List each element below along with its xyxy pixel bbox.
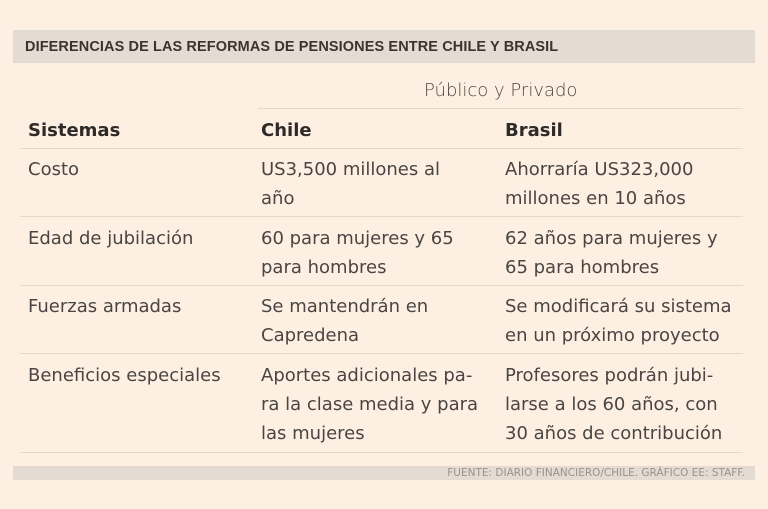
title-bar: DIFERENCIAS DE LAS REFORMAS DE PENSIONES… [13,30,755,63]
brasil-cell-line: Ahorraría US323,000 [505,159,694,180]
brasil-cell-line: en un próximo proyecto [505,325,720,346]
chile-cell-line: Aportes adicionales pa- [261,365,473,386]
brasil-cell-line: 65 para hombres [505,257,660,278]
divider [20,285,743,286]
brasil-cell-line: 30 años de contribución [505,423,723,444]
column-header-chile: Chile [261,120,312,141]
divider [20,216,743,217]
chile-cell-line: 60 para mujeres y 65 [261,228,454,249]
row-label: Costo [28,159,80,180]
chile-cell-line: las mujeres [261,423,365,444]
subheader: Público y Privado [424,80,578,101]
brasil-cell-line: 62 años para mujeres y [505,228,718,249]
brasil-cell-line: Se modificará su sistema [505,296,732,317]
row-label: Fuerzas armadas [28,296,182,317]
divider [20,148,743,149]
table-title: DIFERENCIAS DE LAS REFORMAS DE PENSIONES… [25,39,559,55]
row-label: Edad de jubilación [28,228,194,249]
column-header-brasil: Brasil [505,120,563,141]
chile-cell-line: para hombres [261,257,387,278]
footer-bar: FUENTE: DIARIO FINANCIERO/CHILE. GRÁFICO… [13,466,755,480]
chile-cell-line: Se mantendrán en [261,296,429,317]
chile-cell-line: ra la clase media y para [261,394,479,415]
chile-cell-line: Capredena [261,325,360,346]
divider [20,353,743,354]
brasil-cell-line: larse a los 60 años, con [505,394,718,415]
divider [20,452,743,453]
brasil-cell-line: millones en 10 años [505,188,686,209]
chile-cell-line: US3,500 millones al [261,159,441,180]
row-label: Beneficios especiales [28,365,221,386]
column-header-sistemas: Sistemas [28,120,121,141]
chile-cell-line: año [261,188,295,209]
divider [258,108,743,109]
source-credit: FUENTE: DIARIO FINANCIERO/CHILE. GRÁFICO… [447,467,745,479]
brasil-cell-line: Profesores podrán jubi- [505,365,714,386]
